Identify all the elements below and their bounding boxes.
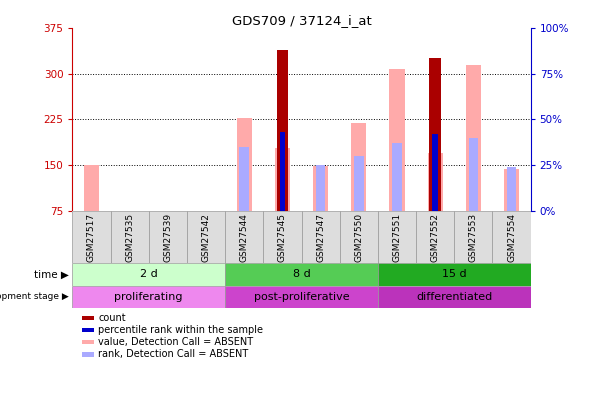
Bar <box>378 263 531 286</box>
Bar <box>354 156 364 211</box>
Bar <box>72 263 225 286</box>
Bar <box>428 153 443 211</box>
Bar <box>493 211 531 263</box>
Text: GSM27542: GSM27542 <box>201 213 210 262</box>
Bar <box>81 328 94 332</box>
Text: post-proliferative: post-proliferative <box>254 292 349 302</box>
Bar <box>84 165 99 211</box>
Bar <box>81 352 94 356</box>
Bar <box>504 169 519 211</box>
Bar <box>187 211 225 263</box>
Text: differentiated: differentiated <box>416 292 493 302</box>
Bar <box>239 147 249 211</box>
Text: GSM27547: GSM27547 <box>316 213 325 262</box>
Text: GSM27544: GSM27544 <box>240 213 248 262</box>
Text: GSM27553: GSM27553 <box>469 213 478 262</box>
Bar <box>236 117 252 211</box>
Bar <box>416 211 454 263</box>
Text: GSM27554: GSM27554 <box>507 213 516 262</box>
Bar <box>432 134 438 211</box>
Bar <box>277 132 287 211</box>
Text: GSM27552: GSM27552 <box>431 213 440 262</box>
Bar <box>392 143 402 211</box>
Bar <box>378 286 531 308</box>
Text: GSM27551: GSM27551 <box>393 213 402 262</box>
Text: time ▶: time ▶ <box>34 269 69 279</box>
Text: 8 d: 8 d <box>292 269 311 279</box>
Bar <box>339 211 378 263</box>
Bar <box>454 211 493 263</box>
Bar <box>225 211 264 263</box>
Text: rank, Detection Call = ABSENT: rank, Detection Call = ABSENT <box>98 350 248 359</box>
Bar <box>466 65 481 211</box>
Text: proliferating: proliferating <box>115 292 183 302</box>
Bar <box>507 167 516 211</box>
Text: GSM27550: GSM27550 <box>355 213 363 262</box>
Text: value, Detection Call = ABSENT: value, Detection Call = ABSENT <box>98 337 253 347</box>
Bar <box>316 165 326 211</box>
Bar <box>225 263 378 286</box>
Bar <box>390 69 405 211</box>
Text: GSM27545: GSM27545 <box>278 213 287 262</box>
Bar <box>429 58 441 211</box>
Bar <box>225 286 378 308</box>
Text: count: count <box>98 313 125 323</box>
Text: percentile rank within the sample: percentile rank within the sample <box>98 325 263 335</box>
Bar <box>313 166 328 211</box>
Bar <box>149 211 187 263</box>
Text: GSM27517: GSM27517 <box>87 213 96 262</box>
Bar <box>469 138 478 211</box>
Bar <box>302 211 339 263</box>
Bar <box>110 211 149 263</box>
Text: 2 d: 2 d <box>140 269 157 279</box>
Text: GSM27539: GSM27539 <box>163 213 172 262</box>
Bar <box>378 211 416 263</box>
Title: GDS709 / 37124_i_at: GDS709 / 37124_i_at <box>232 14 371 27</box>
Bar <box>277 49 288 211</box>
Bar <box>431 134 440 211</box>
Bar <box>280 132 285 211</box>
Bar <box>81 340 94 344</box>
Bar <box>81 316 94 320</box>
Text: GSM27535: GSM27535 <box>125 213 134 262</box>
Text: 15 d: 15 d <box>442 269 467 279</box>
Bar <box>72 211 110 263</box>
Bar <box>72 286 225 308</box>
Bar <box>264 211 302 263</box>
Text: development stage ▶: development stage ▶ <box>0 292 69 301</box>
Bar <box>351 122 367 211</box>
Bar <box>275 148 290 211</box>
